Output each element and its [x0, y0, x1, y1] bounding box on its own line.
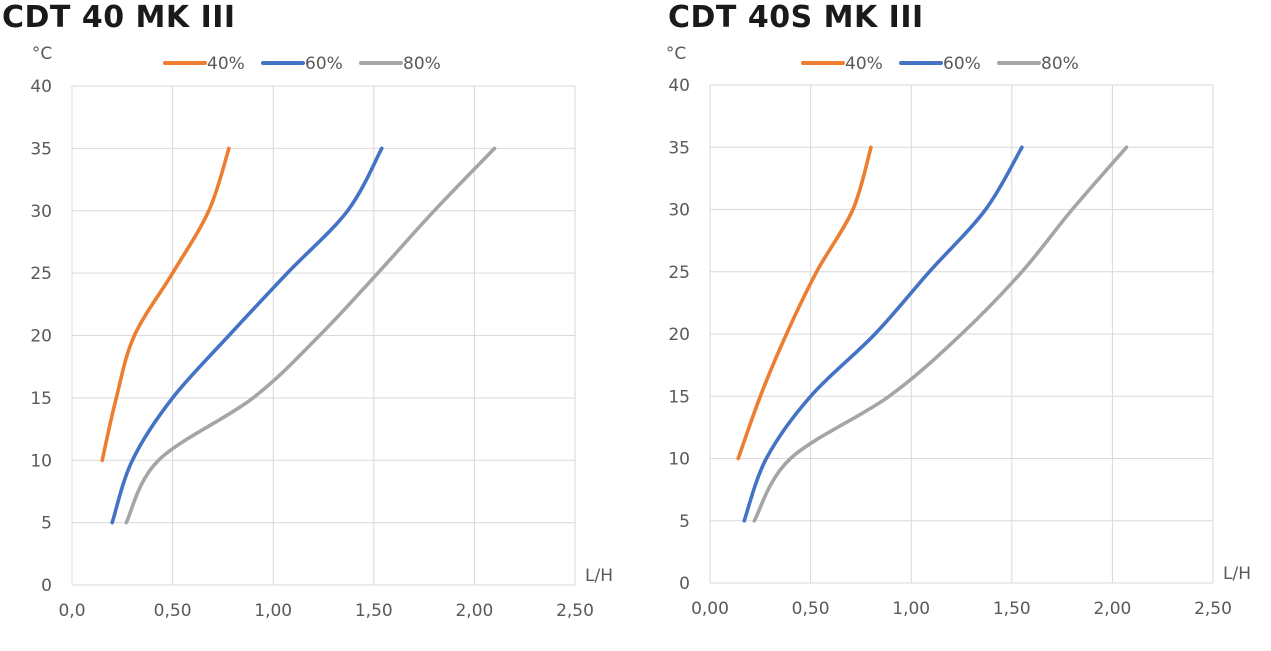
x-tick-label: 2,50 [1194, 599, 1232, 619]
x-tick-label: 0,50 [154, 601, 192, 621]
series-line-80pct [124, 146, 497, 525]
series-line-60pct [110, 146, 384, 525]
y-tick-label: 30 [30, 202, 52, 222]
y-tick-label: 25 [30, 264, 52, 284]
chart-title: CDT 40S MK III [668, 0, 924, 35]
y-tick-label: 0 [41, 576, 52, 596]
y-axis-label: °C [32, 44, 52, 64]
series-line-40pct [736, 145, 873, 461]
x-tick-label: 0,0 [58, 601, 85, 621]
y-tick-label: 40 [668, 76, 690, 96]
x-tick-label: 2,00 [1093, 599, 1131, 619]
x-axis-label: L/H [1223, 564, 1251, 584]
x-tick-label: 2,50 [556, 601, 594, 621]
line-chart: 0 5 10 15 20 25 30 35 40 0,0 0,50 1,00 1,50 2,00 2,50 °… [30, 44, 613, 621]
legend-label: 80% [403, 54, 441, 74]
y-tick-label: 40 [30, 77, 52, 97]
y-tick-label: 15 [668, 387, 690, 407]
x-tick-label: 1,50 [355, 601, 393, 621]
line-chart: 0 5 10 15 20 25 30 35 40 0,00 0,50 1,00 1,50 2,00 2,50… [666, 44, 1251, 619]
y-tick-label: 30 [668, 201, 690, 221]
y-tick-label: 20 [30, 327, 52, 347]
x-tick-label: 0,50 [792, 599, 830, 619]
y-tick-label: 35 [668, 138, 690, 158]
x-tick-label: 0,00 [691, 599, 729, 619]
legend-label: 40% [845, 54, 883, 74]
x-tick-label: 2,00 [455, 601, 493, 621]
y-tick-label: 0 [679, 574, 690, 594]
chart-title: CDT 40 MK III [2, 0, 236, 35]
series-line-40pct [100, 146, 231, 463]
legend-label: 80% [1041, 54, 1079, 74]
chart-panel-cdt-40s: CDT 40S MK III 0 5 10 15 20 25 30 35 40 0,00 0,50 1… [636, 0, 1271, 651]
x-tick-label: 1,00 [892, 599, 930, 619]
y-tick-label: 5 [679, 512, 690, 532]
y-tick-label: 5 [41, 514, 52, 534]
y-tick-label: 25 [668, 263, 690, 283]
x-tick-label: 1,50 [993, 599, 1031, 619]
chart-panel-cdt-40: CDT 40 MK III 0 5 10 15 20 25 30 35 40 0,0 0,50 1,0… [0, 0, 635, 651]
series-line-60pct [742, 145, 1024, 523]
legend-label: 60% [305, 54, 343, 74]
x-axis-label: L/H [585, 566, 613, 586]
y-tick-label: 20 [668, 325, 690, 345]
y-tick-label: 35 [30, 139, 52, 159]
y-axis-label: °C [666, 44, 686, 64]
x-tick-label: 1,00 [254, 601, 292, 621]
legend-label: 40% [207, 54, 245, 74]
y-tick-label: 10 [30, 451, 52, 471]
y-tick-label: 10 [668, 450, 690, 470]
series-line-80pct [752, 145, 1129, 523]
legend-label: 60% [943, 54, 981, 74]
y-tick-label: 15 [30, 389, 52, 409]
